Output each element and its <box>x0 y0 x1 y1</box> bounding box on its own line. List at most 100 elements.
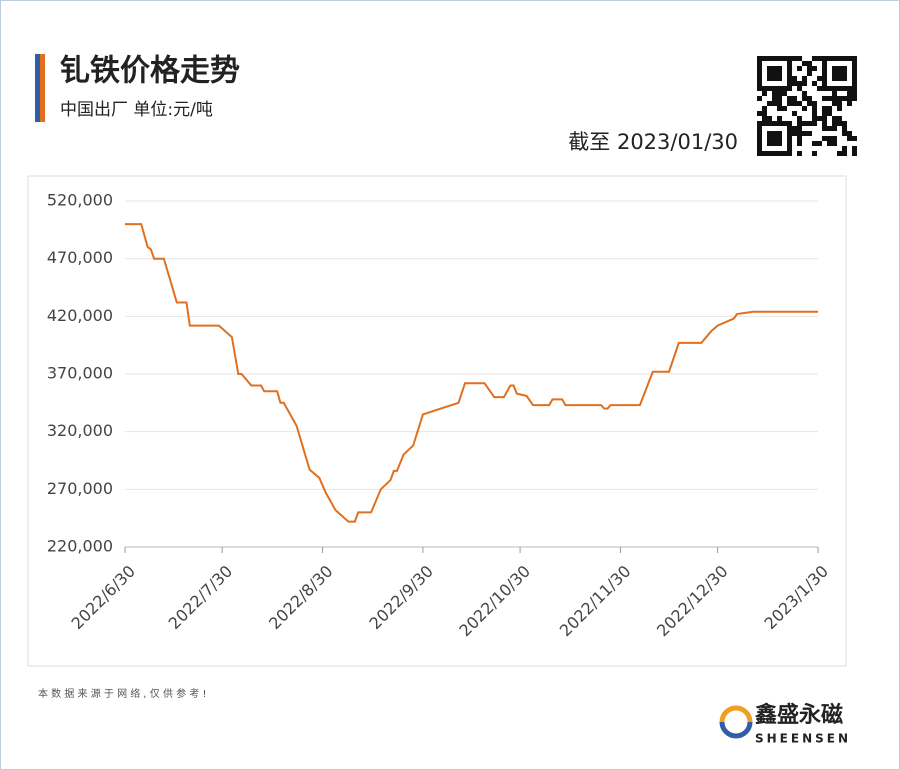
qr-cell <box>787 61 792 66</box>
qr-cell <box>827 106 832 111</box>
qr-cell <box>782 86 787 91</box>
qr-cell <box>842 66 847 71</box>
qr-cell <box>777 56 782 61</box>
qr-cell <box>772 71 777 76</box>
qr-cell <box>822 96 827 101</box>
qr-cell <box>797 136 802 141</box>
qr-cell <box>852 81 857 86</box>
y-tick-label: 470,000 <box>47 248 113 267</box>
qr-cell <box>817 56 822 61</box>
qr-cell <box>797 86 802 91</box>
qr-cell <box>797 151 802 156</box>
qr-cell <box>777 91 782 96</box>
qr-cell <box>787 56 792 61</box>
qr-cell <box>842 96 847 101</box>
x-tick-label: 2023/1/30 <box>761 562 832 633</box>
x-tick-label: 2022/10/30 <box>455 562 534 641</box>
qr-cell <box>822 66 827 71</box>
qr-cell <box>837 151 842 156</box>
qr-cell <box>757 76 762 81</box>
x-tick-label: 2022/6/30 <box>68 562 139 633</box>
qr-cell <box>772 76 777 81</box>
qr-cell <box>842 151 847 156</box>
qr-cell <box>822 81 827 86</box>
qr-cell <box>787 126 792 131</box>
x-tick-label: 2022/12/30 <box>653 562 732 641</box>
qr-cell <box>782 121 787 126</box>
qr-cell <box>852 151 857 156</box>
qr-cell <box>757 151 762 156</box>
qr-cell <box>762 91 767 96</box>
qr-cell <box>767 66 772 71</box>
qr-cell <box>777 141 782 146</box>
qr-cell <box>807 131 812 136</box>
qr-cell <box>817 86 822 91</box>
qr-cell <box>787 141 792 146</box>
qr-cell <box>832 101 837 106</box>
qr-cell <box>802 121 807 126</box>
qr-cell <box>762 111 767 116</box>
qr-cell <box>837 71 842 76</box>
qr-cell <box>832 141 837 146</box>
qr-cell <box>822 76 827 81</box>
qr-cell <box>797 56 802 61</box>
qr-cell <box>797 126 802 131</box>
qr-cell <box>787 66 792 71</box>
qr-cell <box>842 121 847 126</box>
qr-cell <box>767 141 772 146</box>
qr-cell <box>852 56 857 61</box>
qr-cell <box>847 91 852 96</box>
qr-cell <box>767 116 772 121</box>
qr-cell <box>837 96 842 101</box>
qr-cell <box>787 151 792 156</box>
qr-cell <box>807 101 812 106</box>
qr-cell <box>817 76 822 81</box>
qr-cell <box>757 141 762 146</box>
qr-cell <box>797 81 802 86</box>
qr-cell <box>787 76 792 81</box>
qr-cell <box>837 121 842 126</box>
qr-cell <box>812 101 817 106</box>
qr-cell <box>792 81 797 86</box>
qr-cell <box>777 151 782 156</box>
qr-cell <box>842 146 847 151</box>
qr-cell <box>832 96 837 101</box>
qr-cell <box>842 56 847 61</box>
qr-cell <box>772 66 777 71</box>
qr-cell <box>802 96 807 101</box>
qr-cell <box>782 106 787 111</box>
qr-cell <box>812 56 817 61</box>
qr-cell <box>807 121 812 126</box>
qr-cell <box>792 76 797 81</box>
qr-cell <box>827 126 832 131</box>
qr-cell <box>787 131 792 136</box>
qr-cell <box>802 106 807 111</box>
qr-cell <box>787 121 792 126</box>
qr-cell <box>787 101 792 106</box>
qr-cell <box>807 71 812 76</box>
qr-cell <box>827 111 832 116</box>
qr-cell <box>782 151 787 156</box>
qr-cell <box>787 96 792 101</box>
qr-cell <box>792 96 797 101</box>
brand-en: SHEENSEN <box>755 732 851 746</box>
chart-title: 钆铁价格走势 <box>60 54 240 89</box>
qr-cell <box>767 86 772 91</box>
qr-cell <box>812 106 817 111</box>
qr-cell <box>812 111 817 116</box>
qr-cell <box>757 66 762 71</box>
qr-cell <box>817 116 822 121</box>
qr-cell <box>802 131 807 136</box>
qr-cell <box>832 136 837 141</box>
qr-cell <box>822 71 827 76</box>
qr-cell <box>822 121 827 126</box>
qr-cell <box>837 86 842 91</box>
qr-cell <box>787 136 792 141</box>
qr-cell <box>772 56 777 61</box>
y-tick-label: 370,000 <box>47 364 113 383</box>
y-tick-label: 320,000 <box>47 421 113 440</box>
qr-cell <box>822 61 827 66</box>
qr-cell <box>832 56 837 61</box>
qr-cell <box>832 121 837 126</box>
